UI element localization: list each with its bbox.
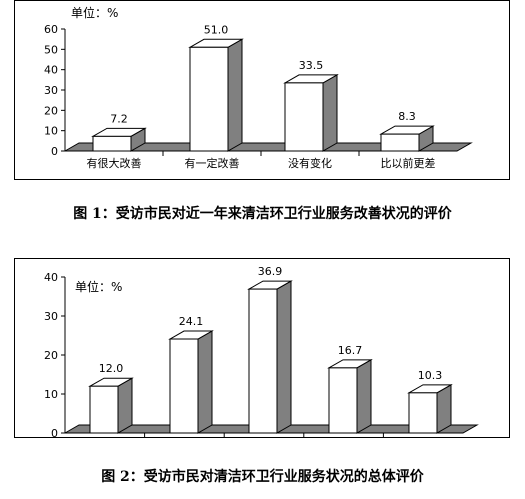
chart-2-data-label: 12.0 — [99, 362, 124, 375]
chart-2-bar — [169, 338, 199, 434]
chart-1-caption: 图 1：受访市民对近一年来清洁环卫行业服务改善状况的评价 — [73, 206, 452, 222]
chart-2-bar — [328, 367, 358, 434]
chart-1-data-label: 33.5 — [299, 59, 324, 72]
chart-2-category-label: 不满意 — [407, 438, 440, 439]
chart-1-y-tick-label: 30 — [44, 84, 58, 97]
chart-2-bar — [248, 288, 278, 434]
chart-2-bar — [408, 392, 438, 434]
chart-1-bar-side — [322, 74, 338, 152]
chart-1-bar — [189, 46, 229, 152]
chart-2-bar-side — [197, 330, 213, 434]
chart-1-panel: 单位：% 0 10 20 30 40 50 60 7.2 有很大改善 51.0 有一定改善 33.5 没有… — [14, 0, 510, 180]
chart-2-category-label: 不太满意 — [322, 438, 366, 439]
chart-2-y-tick-label: 0 — [51, 427, 58, 439]
chart-2-y-tick-label: 40 — [44, 271, 58, 284]
chart-2-data-label: 36.9 — [258, 265, 283, 278]
chart-1-category-label: 有很大改善 — [87, 156, 142, 170]
chart-1-data-label: 51.0 — [204, 23, 229, 36]
chart-1-y-tick-label: 60 — [44, 23, 58, 36]
chart-2-svg: 单位：%01020304012.0满意24.1比较满意36.9一般16.7不太满… — [44, 265, 479, 439]
chart-1-category-label: 有一定改善 — [185, 156, 240, 170]
chart-1-unit-label: 单位：% — [71, 5, 118, 20]
chart-2-bar — [89, 385, 119, 434]
chart-1-svg: 单位：% 0 10 20 30 40 50 60 7.2 有很大改善 51.0 有一定改善 33.5 没有… — [44, 5, 473, 170]
chart-1-bar — [284, 82, 324, 152]
chart-1-y-tick-label: 40 — [44, 64, 58, 77]
chart-1-y-tick-label: 50 — [44, 43, 58, 56]
chart-2-category-label: 比较满意 — [162, 438, 206, 439]
chart-2-panel: 单位：%01020304012.0满意24.1比较满意36.9一般16.7不太满… — [14, 258, 510, 439]
chart-1-category-label: 没有变化 — [288, 156, 332, 170]
chart-2-data-label: 10.3 — [418, 369, 443, 382]
chart-2-bar-side — [356, 359, 372, 434]
chart-1-data-label: 7.2 — [110, 112, 128, 125]
chart-2-y-tick-label: 10 — [44, 388, 58, 401]
chart-1-bar — [92, 135, 132, 152]
chart-2-y-tick-label: 20 — [44, 349, 58, 362]
chart-1-y-tick-label: 0 — [51, 145, 58, 158]
chart-2-y-tick-label: 30 — [44, 310, 58, 323]
chart-1-bar — [380, 133, 420, 152]
chart-2-bar-side — [276, 280, 292, 434]
chart-1-y-tick-label: 20 — [44, 104, 58, 117]
chart-2-caption: 图 2：受访市民对清洁环卫行业服务状况的总体评价 — [101, 469, 424, 485]
chart-2-unit-label: 单位：% — [75, 279, 122, 294]
chart-1-bar-side — [227, 38, 243, 152]
chart-2-data-label: 16.7 — [338, 344, 363, 357]
chart-2-category-label: 满意 — [94, 438, 116, 439]
chart-2-data-label: 24.1 — [179, 315, 204, 328]
chart-1-category-label: 比以前更差 — [381, 156, 436, 170]
chart-1-y-tick-label: 10 — [44, 125, 58, 138]
chart-1-data-label: 8.3 — [398, 110, 416, 123]
chart-2-bar-side — [117, 377, 133, 434]
